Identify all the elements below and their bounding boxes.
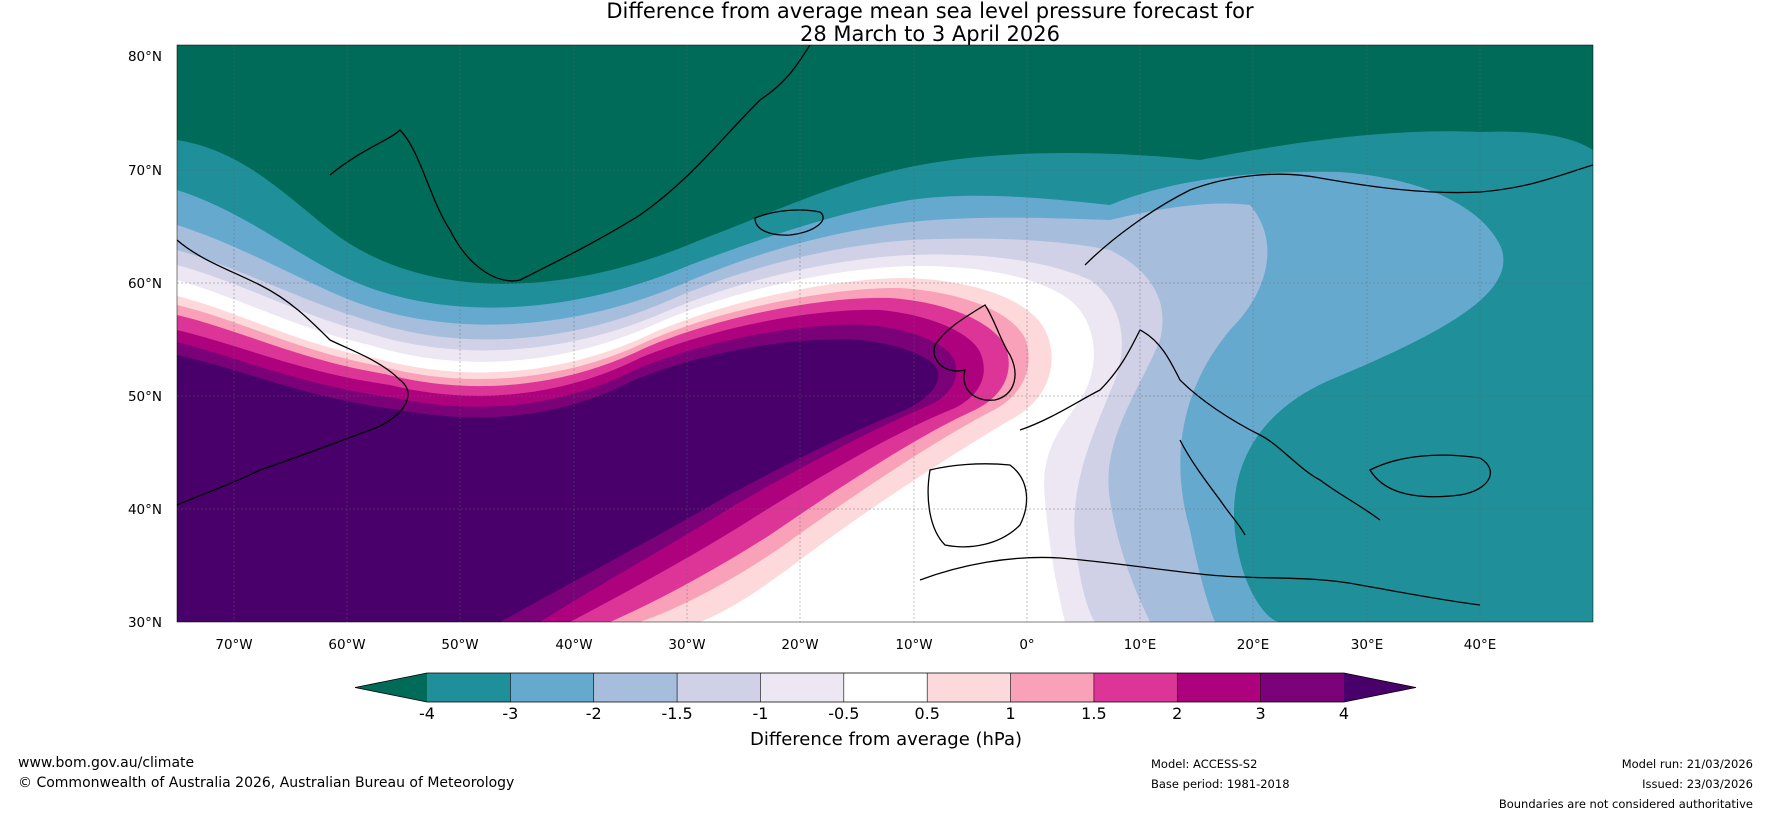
north-africa-coast [919,556,1481,606]
colorbar-tick-label: 2 [1172,704,1182,723]
north-america-coast [177,239,409,506]
colorbar-segment [1093,673,1178,702]
model-run-text: Model run: 21/03/2026 [1621,757,1753,771]
colorbar-segment [1260,673,1345,702]
lat-label: 60°N [128,276,162,292]
website-link[interactable]: www.bom.gov.au/climate [18,755,195,771]
iceland-coast [754,209,824,236]
colorbar-segment [843,673,928,702]
latitude-labels: 80°N 70°N 60°N 50°N 40°N 30°N [128,49,162,631]
title-line-1: Difference from average mean sea level p… [606,0,1254,23]
colorbar-segment [927,673,1012,702]
lon-label: 40°W [555,637,592,653]
black-sea-coast [1369,454,1492,498]
colorbar-tick-label: -4 [419,704,435,723]
pressure-anomaly-field [177,45,1593,622]
colorbar-segment [1177,673,1262,702]
greenland-coast [329,45,811,282]
colorbar-extend-high [1344,673,1416,702]
lon-label: 20°E [1237,637,1269,653]
lon-label: 60°W [328,637,365,653]
graticule [177,45,1593,622]
band-pos4 [177,339,939,622]
longitude-labels: 70°W 60°W 50°W 40°W 30°W 20°W 10°W 0° 10… [215,637,1496,653]
colorbar-segment [510,673,595,702]
colorbar-tick-label: 3 [1256,704,1266,723]
colorbar-segment [677,673,761,702]
chart-title: Difference from average mean sea level p… [0,0,1770,46]
model-text: Model: ACCESS-S2 [1151,757,1258,771]
colorbar-tick-label: 0.5 [914,704,939,723]
map-frame [176,44,1594,623]
colorbar [354,672,1417,703]
colorbar-tick-label: 4 [1339,704,1349,723]
colorbar-tick-label: -1.5 [661,704,692,723]
issued-text: Issued: 23/03/2026 [1642,777,1753,791]
lon-label: 30°E [1351,637,1383,653]
lon-label: 50°W [441,637,478,653]
lat-label: 30°N [128,615,162,631]
colorbar-segment [427,673,511,702]
lon-label: 40°E [1464,637,1496,653]
coastlines [177,45,1593,606]
scandinavia-coast [1084,164,1593,266]
copyright-text: © Commonwealth of Australia 2026, Austra… [18,775,515,791]
lon-label: 10°E [1124,637,1156,653]
colorbar-segment [593,673,678,702]
lat-label: 80°N [128,49,162,65]
colorbar-tick-label: -2 [586,704,602,723]
colorbar-label: Difference from average (hPa) [750,729,1022,750]
lon-label: 20°W [781,637,818,653]
colorbar-segment [760,673,845,702]
colorbar-extend-low [355,673,427,702]
lon-label: 30°W [668,637,705,653]
colorbar-tick-label: -3 [502,704,518,723]
boundaries-disclaimer: Boundaries are not considered authoritat… [1498,797,1753,811]
iberia-coast [927,463,1028,548]
italy-coast [1179,439,1246,536]
colorbar-tick-label: 1 [1005,704,1015,723]
colorbar-tick-label: -0.5 [828,704,859,723]
lat-label: 40°N [128,502,162,518]
lon-label: 70°W [215,637,252,653]
colorbar-outline [354,672,1417,703]
colorbar-tick-label: -1 [752,704,768,723]
title-line-2: 28 March to 3 April 2026 [800,22,1060,46]
lon-label: 0° [1019,637,1034,653]
british-isles-coast [933,304,1016,401]
europe-coast [1019,329,1381,521]
lat-label: 50°N [128,389,162,405]
colorbar-ticks: -4 -3 -2 -1.5 -1 -0.5 0.5 1 1.5 2 3 4 [419,704,1349,723]
lat-label: 70°N [128,163,162,179]
colorbar-segment [1010,673,1095,702]
colorbar-tick-label: 1.5 [1081,704,1106,723]
lon-label: 10°W [895,637,932,653]
base-period-text: Base period: 1981-2018 [1151,777,1290,791]
